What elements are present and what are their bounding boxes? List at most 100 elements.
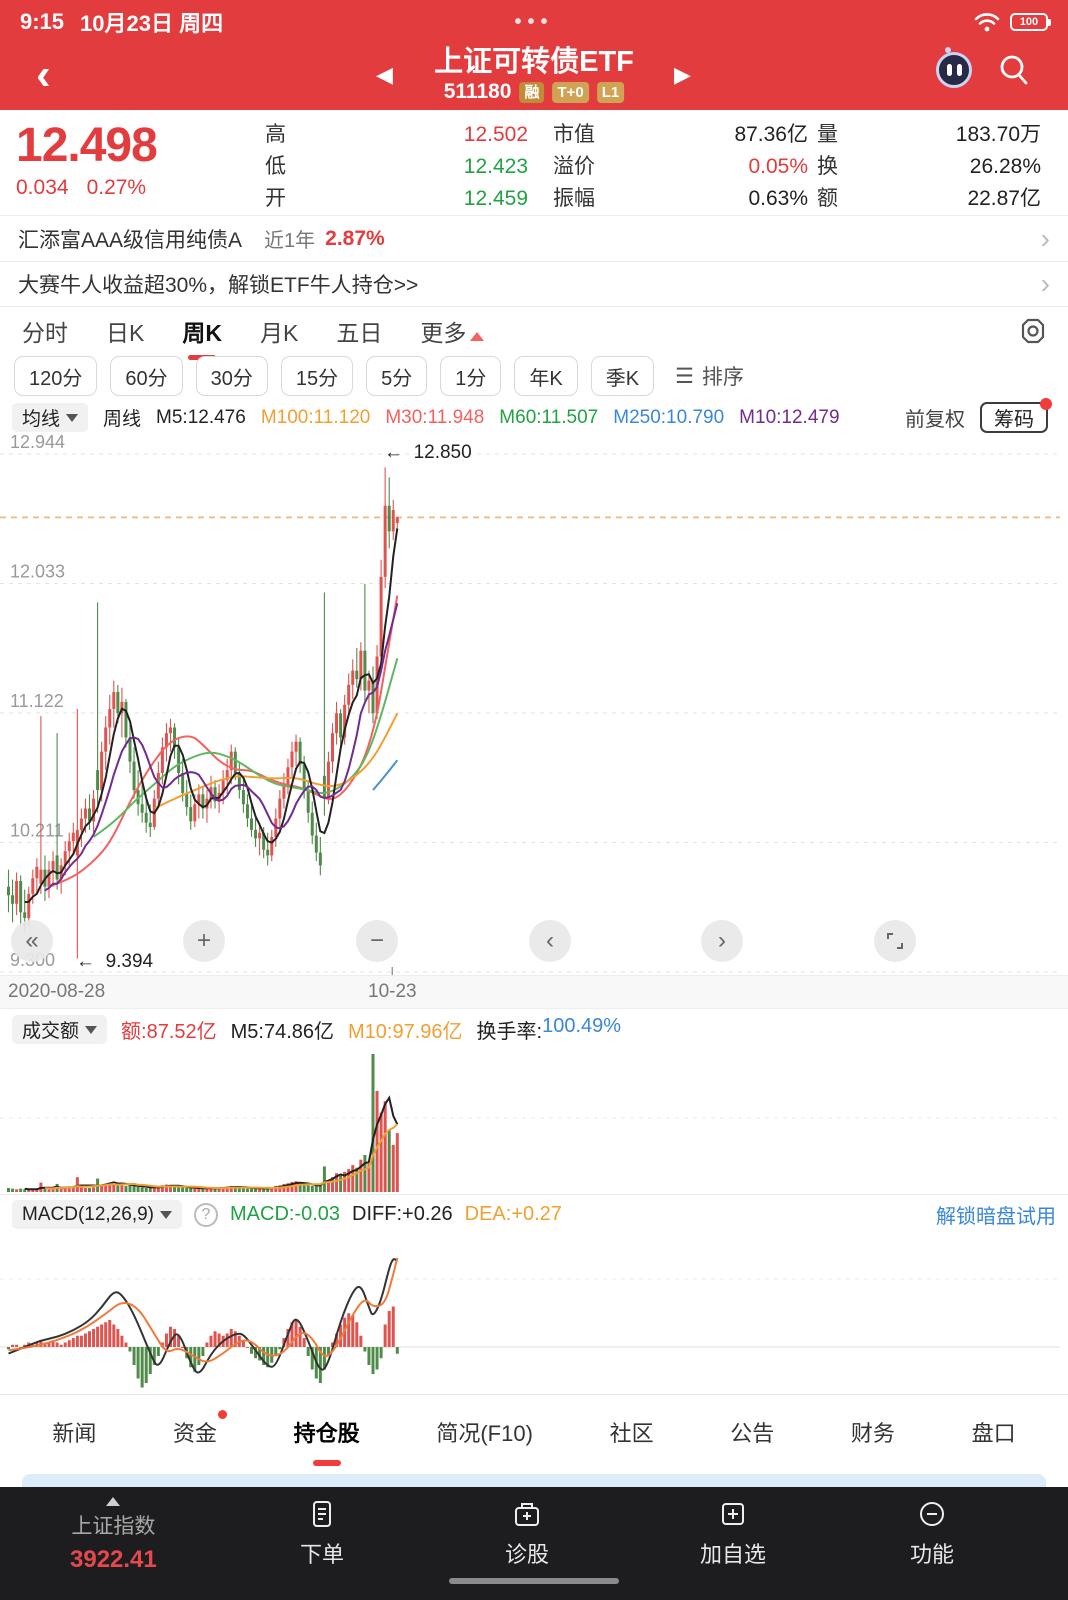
volume-bar [100,1185,104,1192]
candle [391,510,395,532]
macd-selector[interactable]: MACD(12,26,9) [12,1200,182,1229]
nav-f10[interactable]: 简况(F10) [436,1420,533,1446]
candle [331,733,334,762]
tab-more[interactable]: 更多 [418,310,486,352]
stat-value: 22.87亿 [967,187,1041,210]
chip-1min[interactable]: 1分 [440,356,502,396]
zoom-in-button[interactable]: + [183,920,225,962]
add-watchlist-button[interactable]: 加自选 [700,1499,766,1569]
volume-selector[interactable]: 成交额 [12,1015,108,1044]
pan-right-button[interactable]: › [701,920,743,962]
diagnose-button[interactable]: 诊股 [505,1499,549,1569]
macd-bar [96,1326,100,1347]
volume-bar [262,1188,266,1192]
macd-bar [245,1347,249,1348]
functions-button[interactable]: 功能 [910,1499,954,1569]
nav-community[interactable]: 社区 [609,1420,654,1446]
zoom-out-button[interactable]: − [356,920,398,962]
help-icon[interactable]: ? [194,1202,218,1227]
nav-holdings[interactable]: 持仓股 [292,1410,362,1454]
fuquan-toggle[interactable]: 前复权 [905,409,965,431]
tab-monthly-k[interactable]: 月K [259,320,299,346]
pan-left-button[interactable]: ‹ [529,920,571,962]
search-icon[interactable] [996,52,1032,88]
volume-bar [152,1187,156,1192]
rewind-button[interactable]: « [11,920,53,962]
candle [371,680,375,714]
volume-bar [75,1177,79,1192]
prev-stock-arrow[interactable]: ◀ [376,62,393,87]
macd-bar [75,1335,79,1347]
svg-text:12.033: 12.033 [10,562,65,582]
volume-bar [83,1187,87,1192]
x-axis-start-date: 2020-08-28 [8,981,106,1002]
candle [169,727,172,734]
macd-bar [225,1333,229,1347]
volume-bar [35,1188,39,1192]
chip-15min[interactable]: 15分 [280,356,354,396]
ma250-value: M250:10.790 [613,406,725,428]
assistant-robot-icon[interactable] [936,47,972,88]
chip-30min[interactable]: 30分 [195,356,268,396]
macd-bar [395,1347,399,1354]
candle [79,818,83,830]
sort-button[interactable]: ☰ 排序 [675,364,744,390]
macd-bar [15,1344,19,1347]
tab-weekly-k[interactable]: 周K [180,310,224,352]
chouma-button[interactable]: 筹码 [980,398,1052,433]
nav-order-book[interactable]: 盘口 [971,1420,1016,1446]
macd-bar [326,1347,330,1356]
home-indicator[interactable] [449,1578,619,1584]
chip-60min[interactable]: 60分 [110,356,183,396]
chip-quarterly-k[interactable]: 季K [590,356,655,396]
dark-pool-link[interactable]: 解锁暗盘试用 [936,1206,1056,1228]
nav-financials[interactable]: 财务 [850,1420,895,1446]
nav-funds[interactable]: 资金 [171,1409,228,1454]
margin-badge: 融 [519,81,545,103]
stat-value: 183.70万 [955,123,1041,146]
candle [7,886,10,896]
promo-text: 大赛牛人收益超30%，解锁ETF牛人持仓>> [18,274,419,297]
macd-bar [181,1347,185,1348]
candle [225,770,229,781]
volume-bar [136,1186,140,1192]
chevron-down-icon [85,1025,98,1034]
chip-5min[interactable]: 5分 [366,356,428,396]
volume-bar [266,1187,270,1192]
order-button[interactable]: 下单 [300,1499,344,1569]
chip-120min[interactable]: 120分 [14,356,98,396]
macd-bar [233,1331,237,1347]
macd-chart[interactable] [0,1234,1068,1392]
wifi-icon [974,13,1000,32]
chip-yearly-k[interactable]: 年K [514,356,578,396]
macd-bar [132,1347,136,1365]
stat-value: 12.459 [463,187,528,210]
promo-banner[interactable]: 大赛牛人收益超30%，解锁ETF牛人持仓>> › [0,261,1068,307]
volume-bar [112,1181,116,1192]
nav-announcements[interactable]: 公告 [730,1420,775,1446]
chart-settings-icon[interactable] [1018,316,1048,346]
stock-code: 511180 [443,80,512,103]
l1-badge: L1 [596,81,625,103]
macd-bar [379,1347,383,1359]
candle [116,691,120,714]
next-stock-arrow[interactable]: ▶ [674,62,691,87]
tab-five-day[interactable]: 五日 [336,320,383,346]
back-button[interactable]: ‹ [36,50,51,99]
nav-news[interactable]: 新闻 [52,1420,97,1446]
volume-bar [375,1091,379,1192]
tab-daily-k[interactable]: 日K [106,320,145,346]
volume-chart[interactable] [0,1050,1068,1194]
macd-bar [164,1333,168,1347]
ma-selector[interactable]: 均线 [12,403,89,432]
fund-banner[interactable]: 汇添富AAA级信用纯债A 近1年 2.87% › [0,215,1068,261]
index-quote[interactable]: 上证指数 3922.41 [70,1497,157,1574]
volume-bar [140,1187,144,1192]
fullscreen-button[interactable] [874,920,916,962]
app-header: 9:15 10月23日 周四 ••• 100 ‹ ◀ 上证可转债ETF 5111… [0,0,1068,110]
candle [241,790,245,805]
tab-fenshi[interactable]: 分时 [22,320,68,346]
stat-label: 开 [265,187,286,210]
